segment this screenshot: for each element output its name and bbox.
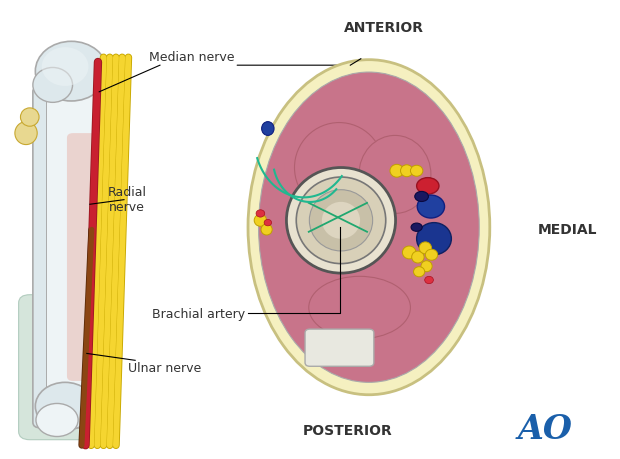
Ellipse shape: [264, 219, 272, 226]
FancyBboxPatch shape: [19, 295, 112, 440]
Text: MEDIAL: MEDIAL: [538, 223, 597, 236]
Ellipse shape: [401, 165, 413, 177]
Ellipse shape: [322, 202, 360, 239]
Ellipse shape: [248, 60, 490, 395]
Text: ANTERIOR: ANTERIOR: [344, 21, 425, 34]
Ellipse shape: [419, 242, 432, 254]
Text: AO: AO: [518, 413, 573, 446]
FancyBboxPatch shape: [46, 95, 100, 408]
Ellipse shape: [309, 190, 373, 251]
Ellipse shape: [417, 178, 439, 194]
Ellipse shape: [35, 41, 107, 101]
Ellipse shape: [286, 168, 396, 273]
Ellipse shape: [294, 123, 384, 213]
Ellipse shape: [33, 67, 73, 102]
Ellipse shape: [254, 214, 267, 226]
Ellipse shape: [425, 249, 438, 260]
Ellipse shape: [309, 276, 410, 339]
Ellipse shape: [410, 165, 423, 176]
Ellipse shape: [359, 135, 431, 213]
FancyBboxPatch shape: [67, 133, 103, 381]
Ellipse shape: [417, 223, 451, 255]
FancyBboxPatch shape: [305, 329, 374, 366]
Ellipse shape: [259, 72, 479, 382]
Ellipse shape: [262, 122, 274, 135]
Text: Brachial artery: Brachial artery: [152, 308, 245, 321]
Text: Radial
nerve: Radial nerve: [108, 185, 146, 214]
Ellipse shape: [421, 261, 432, 272]
Text: Ulnar nerve: Ulnar nerve: [128, 362, 201, 375]
Text: Median nerve: Median nerve: [149, 51, 235, 64]
Ellipse shape: [36, 403, 78, 437]
Ellipse shape: [390, 164, 404, 177]
FancyBboxPatch shape: [33, 86, 110, 428]
Ellipse shape: [425, 276, 433, 284]
Ellipse shape: [35, 382, 95, 430]
Ellipse shape: [296, 177, 386, 263]
Text: POSTERIOR: POSTERIOR: [303, 425, 392, 438]
Ellipse shape: [412, 251, 424, 263]
Ellipse shape: [15, 122, 37, 145]
Ellipse shape: [411, 223, 422, 231]
Ellipse shape: [256, 210, 265, 217]
Ellipse shape: [415, 191, 428, 202]
Ellipse shape: [261, 224, 272, 235]
Ellipse shape: [402, 246, 416, 259]
Ellipse shape: [414, 267, 425, 277]
Ellipse shape: [42, 47, 89, 86]
Ellipse shape: [417, 195, 445, 218]
Ellipse shape: [20, 108, 39, 126]
